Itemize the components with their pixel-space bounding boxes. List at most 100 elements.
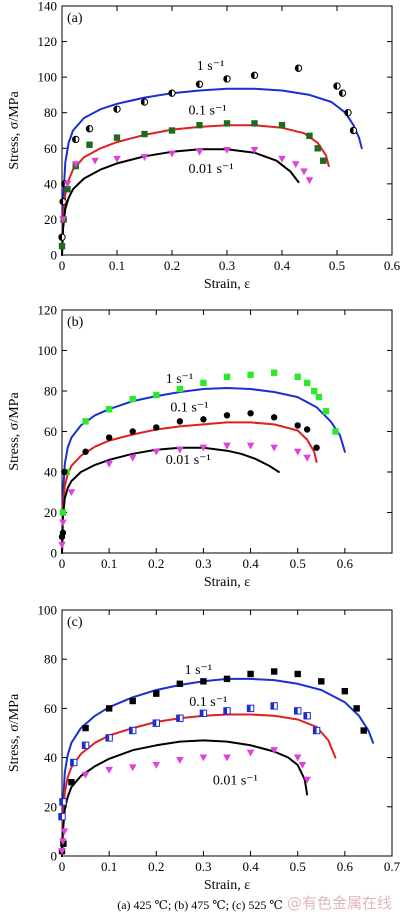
plot-frame — [61, 309, 393, 554]
data-point — [86, 141, 93, 148]
data-point — [223, 442, 231, 450]
data-point — [82, 448, 89, 455]
data-point — [320, 157, 327, 164]
data-point — [270, 702, 278, 710]
series-line-3 — [61, 739, 309, 857]
data-point — [58, 541, 66, 549]
data-point — [246, 704, 255, 713]
data-point — [129, 726, 137, 735]
x-axis-label: Strain, ε — [204, 277, 250, 292]
data-point — [58, 233, 66, 241]
data-point — [129, 697, 136, 705]
series-line-2 — [61, 713, 337, 857]
data-point — [303, 426, 311, 433]
x-tick-label: 0 — [59, 556, 66, 571]
y-tick-label: 40 — [44, 465, 57, 480]
data-point — [360, 727, 367, 734]
panel-label: (b) — [67, 315, 84, 330]
data-point — [332, 428, 339, 435]
data-point — [105, 406, 113, 413]
data-point — [199, 444, 208, 452]
y-tick-label: 80 — [44, 105, 57, 120]
data-point — [293, 754, 302, 762]
data-point — [153, 690, 160, 697]
x-tick-label: 0.1 — [101, 556, 117, 571]
data-point — [247, 670, 254, 678]
data-point — [128, 454, 137, 462]
data-point — [195, 80, 204, 88]
data-point — [293, 448, 302, 456]
series-label: 0.1 s⁻¹ — [170, 400, 208, 415]
data-point — [60, 828, 69, 836]
data-point — [58, 242, 66, 250]
data-point — [140, 154, 149, 161]
y-axis-label: Stress, σ/MPa — [7, 392, 22, 471]
data-point — [152, 448, 161, 456]
data-point — [68, 779, 75, 786]
data-point — [294, 670, 301, 678]
data-point — [85, 125, 94, 133]
data-point — [59, 798, 67, 806]
series-label: 0.1 s⁻¹ — [189, 695, 227, 710]
data-point — [223, 373, 231, 381]
x-tick-label: 0.1 — [109, 258, 125, 273]
data-point — [176, 714, 184, 722]
marker-group-3 — [59, 147, 314, 224]
y-tick-label: 120 — [38, 34, 58, 49]
data-point — [251, 120, 258, 127]
data-point — [300, 168, 308, 176]
data-point — [141, 130, 148, 138]
data-point — [105, 460, 113, 468]
data-point — [223, 147, 231, 154]
x-tick-label: 0.6 — [337, 556, 354, 571]
data-point — [344, 109, 352, 117]
data-point — [176, 680, 184, 687]
x-tick-label: 0.5 — [290, 859, 306, 874]
x-tick-label: 0.5 — [290, 556, 306, 571]
data-point — [59, 838, 67, 846]
data-point — [333, 82, 341, 90]
data-point — [318, 678, 325, 685]
x-tick-label: 0.3 — [219, 258, 235, 273]
chart-panel-3: 0 0.1 0.2 0.3 0.4 0.5 0.6 0.7 0 20 40 60 80 100 Strain… — [7, 603, 400, 894]
series-line-1 — [61, 387, 346, 554]
x-tick-label: 0 — [59, 258, 66, 273]
plot-frame — [61, 5, 393, 256]
data-point — [82, 724, 89, 732]
data-point — [176, 757, 184, 764]
data-point — [294, 422, 301, 429]
data-point — [250, 147, 259, 154]
data-point — [168, 127, 176, 134]
data-point — [195, 148, 204, 156]
x-tick-label: 0.5 — [329, 258, 345, 273]
y-tick-label: 0 — [51, 546, 58, 561]
data-point — [105, 434, 113, 441]
data-point — [294, 64, 303, 72]
data-point — [250, 71, 259, 80]
x-axis-label: Strain, ε — [204, 878, 250, 893]
watermark-logo: @有色金属在线 — [286, 894, 392, 912]
chart-panel-1: 0 0.1 0.2 0.3 0.4 0.5 0.6 0 20 40 60 80 100 120 140 Str… — [7, 0, 400, 292]
y-axis-label: Stress, σ/MPa — [7, 91, 22, 170]
data-point — [81, 741, 90, 749]
data-point — [59, 529, 67, 536]
y-tick-label: 40 — [44, 176, 57, 191]
y-tick-label: 100 — [38, 70, 58, 85]
y-tick-label: 80 — [44, 384, 57, 399]
data-point — [341, 687, 349, 695]
y-tick-label: 0 — [51, 248, 58, 263]
y-axis-label: Stress, σ/MPa — [7, 693, 22, 772]
series-label: 0.01 s⁻¹ — [189, 162, 234, 177]
data-point — [223, 754, 231, 762]
data-point — [113, 155, 121, 163]
x-tick-label: 0.4 — [274, 258, 291, 273]
data-point — [303, 776, 311, 784]
x-tick-label: 0.6 — [337, 859, 354, 874]
data-point — [105, 705, 113, 712]
series-label: 0.01 s⁻¹ — [166, 453, 211, 468]
data-point — [91, 157, 99, 165]
data-point — [315, 393, 323, 401]
data-point — [294, 707, 302, 715]
data-point — [105, 766, 113, 774]
marker-group-2 — [58, 702, 321, 821]
